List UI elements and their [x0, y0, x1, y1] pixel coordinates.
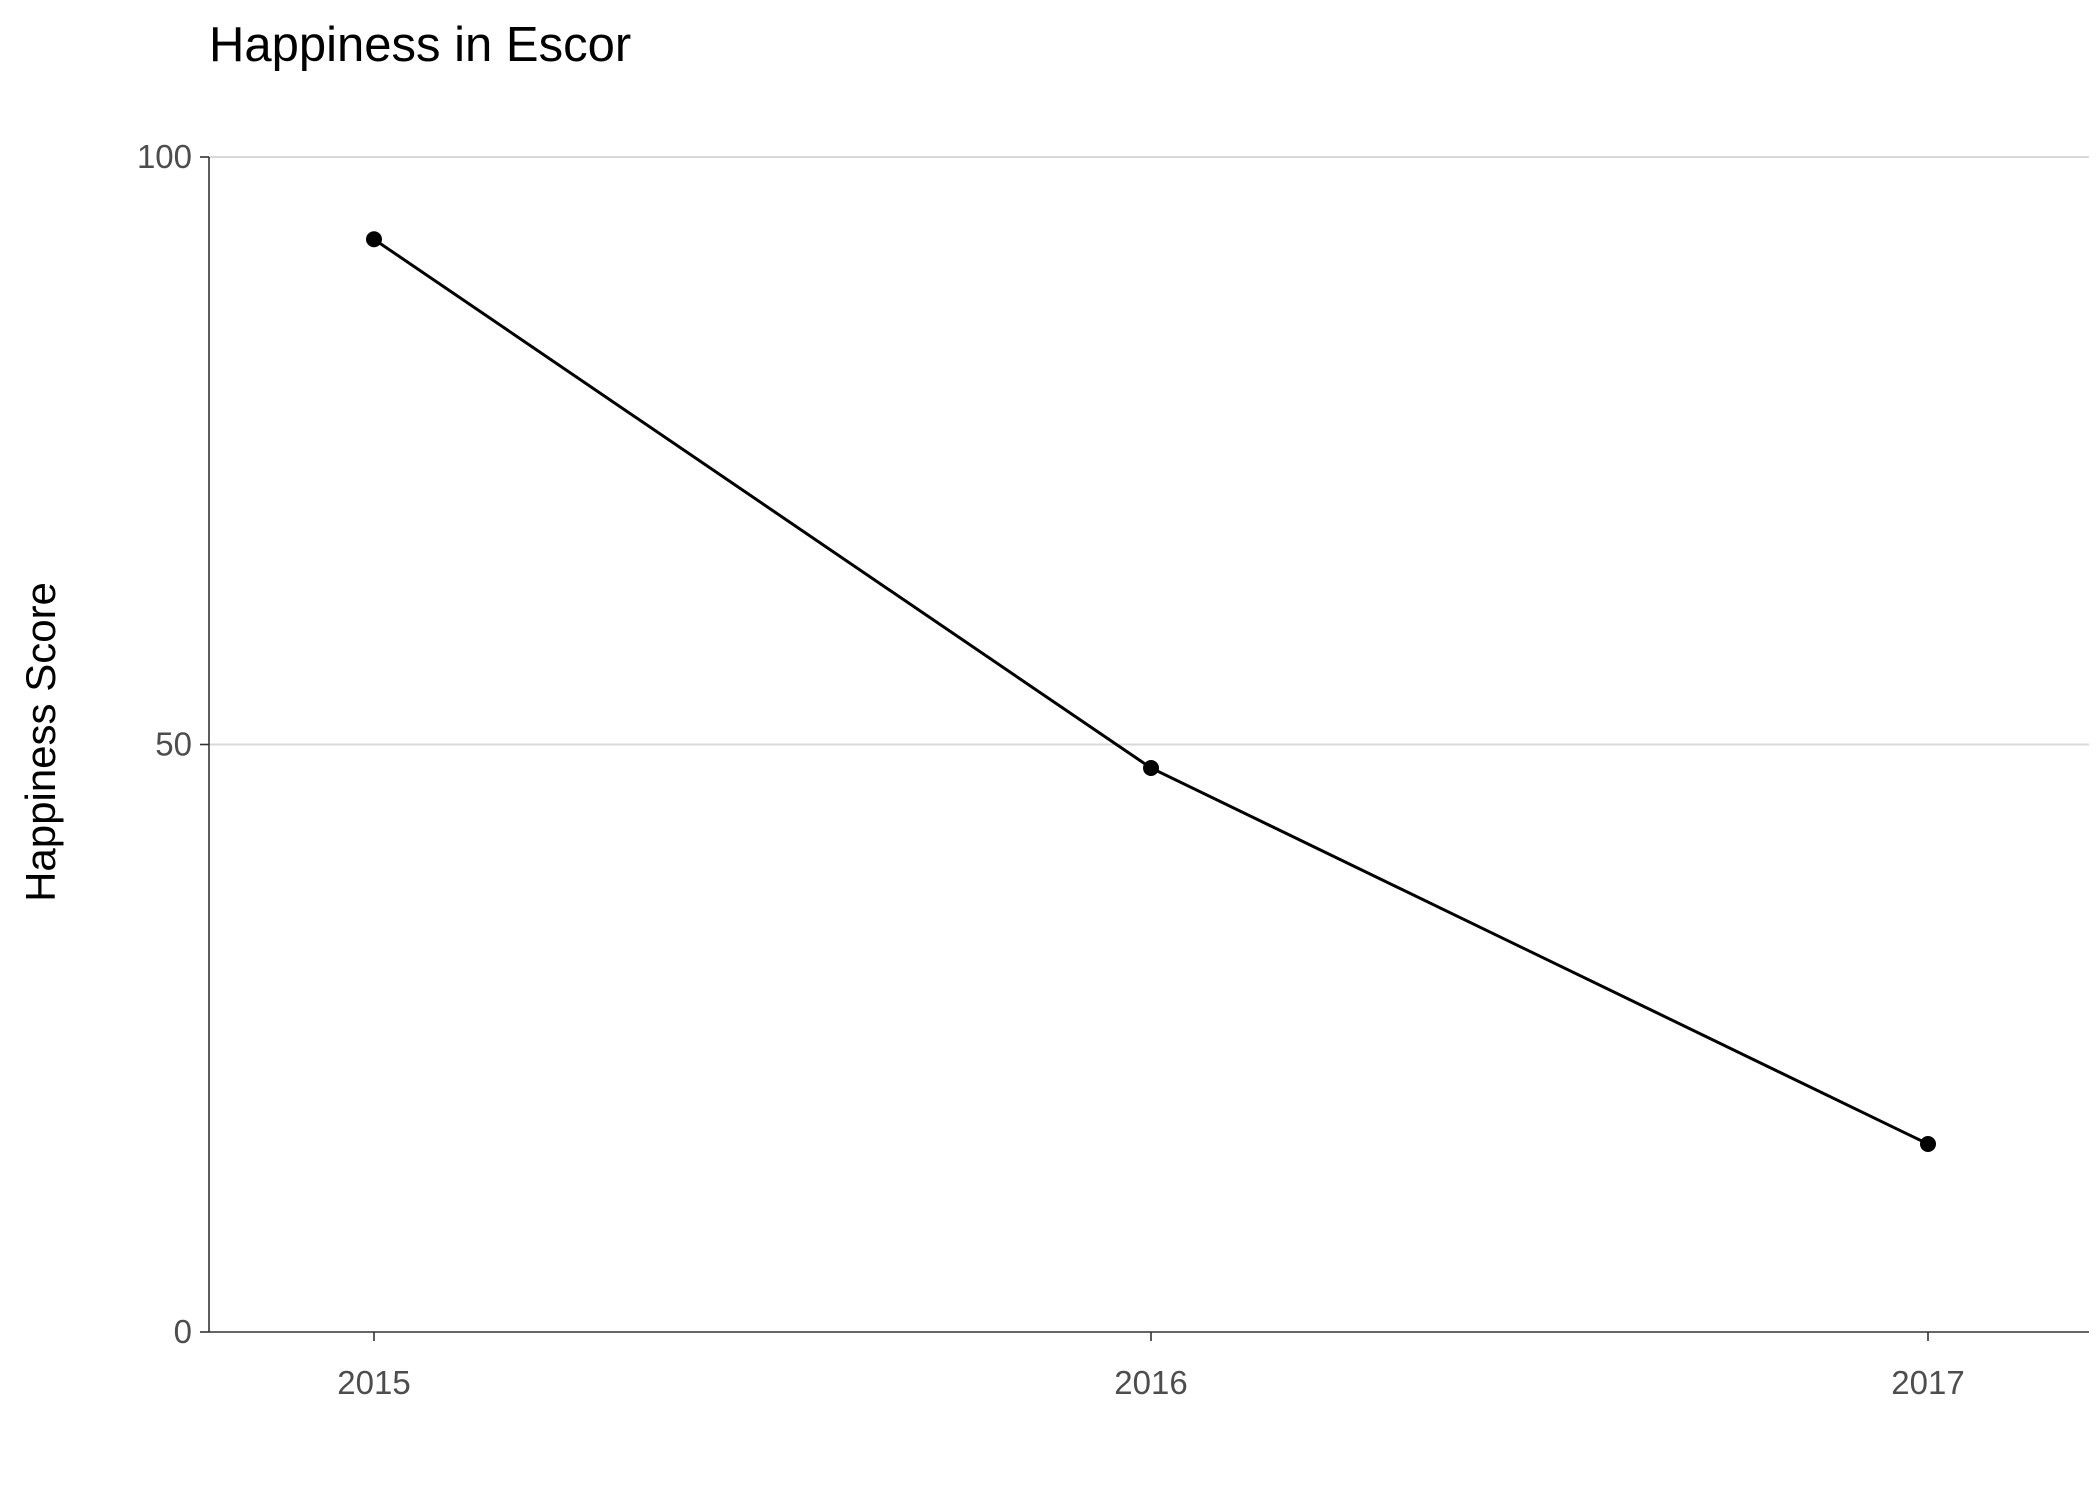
chart-title: Happiness in Escor — [209, 18, 631, 72]
data-point-2016 — [1143, 760, 1159, 776]
gridlines — [209, 156, 2089, 746]
data-series — [366, 231, 1936, 1152]
y-tick-label-50: 50 — [155, 726, 192, 763]
series-line-0 — [373, 238, 1929, 1146]
y-tick-label-100: 100 — [137, 138, 192, 175]
x-tick-label-2016: 2016 — [1114, 1364, 1187, 1401]
x-axis-ticks: 2015 2016 2017 — [337, 1332, 1965, 1401]
y-axis-ticks: 0 50 100 — [137, 138, 209, 1350]
x-tick-label-2017: 2017 — [1891, 1364, 1964, 1401]
data-point-2015 — [366, 231, 382, 248]
y-tick-label-0: 0 — [174, 1313, 192, 1350]
x-tick-label-2015: 2015 — [337, 1364, 410, 1401]
data-point-2017 — [1920, 1136, 1936, 1152]
y-axis-label: Happiness Score — [17, 582, 64, 902]
